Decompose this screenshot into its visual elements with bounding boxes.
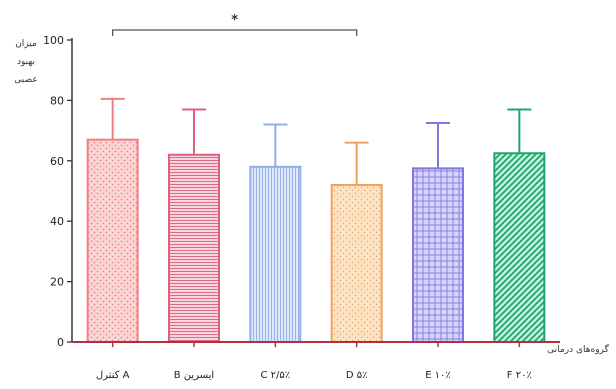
x-tick-label-4: E ۱۰٪ bbox=[425, 370, 451, 381]
bar-0 bbox=[86, 138, 139, 343]
y-tick-label-0: 0 bbox=[57, 336, 64, 349]
y-tick-label-100: 100 bbox=[43, 34, 64, 47]
significance-bracket: * bbox=[112, 13, 358, 36]
x-tick-label-2: C ۲/۵٪ bbox=[261, 370, 291, 381]
y-axis-label-line-2: عصبی bbox=[14, 75, 37, 85]
x-tick-label-0: کنترل A bbox=[96, 370, 130, 381]
bar-1 bbox=[168, 153, 220, 343]
x-tick-label-5: F ۲۰٪ bbox=[507, 370, 532, 381]
bar-4 bbox=[412, 167, 464, 343]
error-bars bbox=[100, 97, 532, 185]
axes: 0 20 40 60 80 100 کنترل A B ایسرین C ۲/۵٪ D ۵٪ E ۱… bbox=[43, 34, 560, 381]
bars bbox=[86, 138, 546, 343]
y-tick-label-60: 60 bbox=[50, 155, 64, 168]
x-tick-label-1: B ایسرین bbox=[174, 370, 214, 381]
bar-5 bbox=[493, 152, 546, 343]
y-axis-label-line-1: بهبود bbox=[17, 57, 35, 67]
y-tick-label-20: 20 bbox=[50, 276, 64, 289]
x-axis-label: گروه‌های درمانی bbox=[547, 343, 609, 355]
y-axis-label-line-0: میزان bbox=[15, 39, 37, 49]
significance-line bbox=[112, 29, 358, 36]
bar-3 bbox=[330, 183, 383, 343]
x-tick-label-3: D ۵٪ bbox=[346, 370, 368, 381]
y-tick-label-80: 80 bbox=[50, 94, 64, 107]
significance-label: * bbox=[231, 13, 238, 28]
bar-2 bbox=[249, 165, 302, 343]
y-tick-label-40: 40 bbox=[50, 215, 64, 228]
y-axis-label: میزان بهبود عصبی bbox=[14, 39, 37, 85]
